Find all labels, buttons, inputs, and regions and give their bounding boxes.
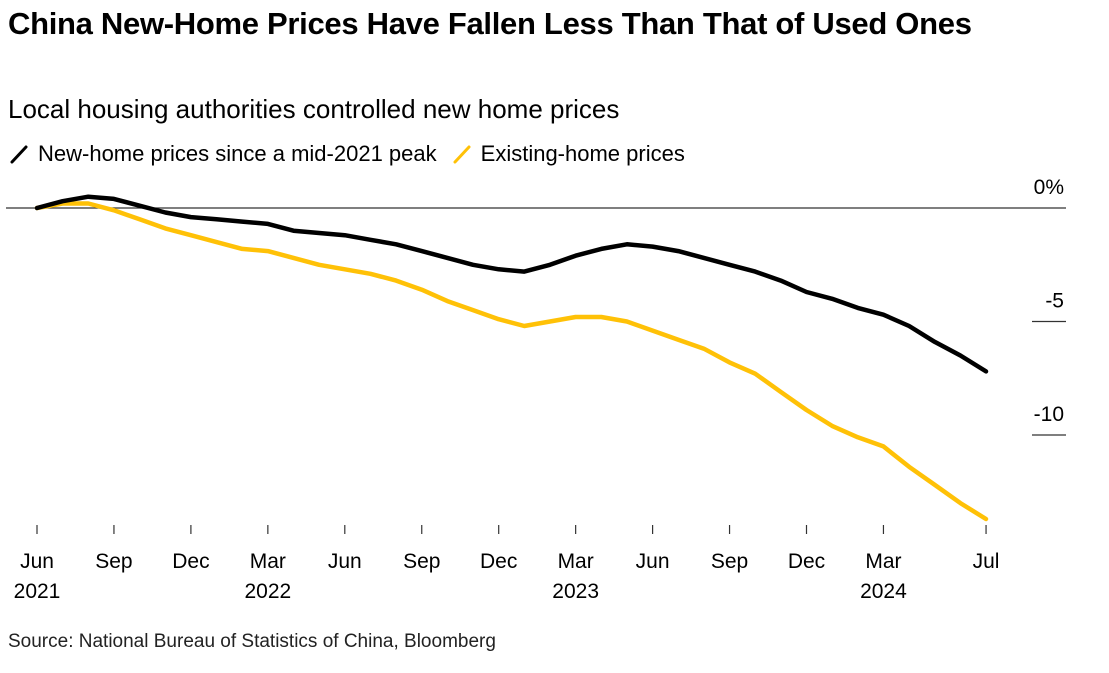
x-tick-label: Sep bbox=[403, 550, 440, 573]
x-tick-label: Dec bbox=[480, 550, 517, 573]
legend-item-new-home: New-home prices since a mid-2021 peak bbox=[8, 139, 437, 169]
x-tick-label: Sep bbox=[711, 550, 748, 573]
x-tick-label: Sep bbox=[95, 550, 132, 573]
y-tick-label: -5 bbox=[1045, 290, 1064, 313]
x-tick-label: Jun bbox=[20, 550, 54, 573]
legend-item-existing-home: Existing-home prices bbox=[451, 139, 685, 169]
slash-line-icon bbox=[10, 145, 28, 164]
x-tick-year-label: 2023 bbox=[552, 580, 599, 603]
x-tick-label: Mar bbox=[865, 550, 901, 573]
chart-title: China New-Home Prices Have Fallen Less T… bbox=[8, 6, 972, 41]
legend-label-new-home: New-home prices since a mid-2021 peak bbox=[38, 141, 437, 166]
series-line-new-home bbox=[34, 194, 989, 374]
x-axis: Jun 2021 Sep Dec Mar 2022 Jun Sep Dec Mar 2023 Jun S… bbox=[14, 525, 1000, 603]
x-tick-label: Mar bbox=[250, 550, 286, 573]
x-tick-label: Dec bbox=[788, 550, 825, 573]
y-tick-label: -10 bbox=[1034, 403, 1064, 426]
x-tick-label: Jul bbox=[973, 550, 1000, 573]
series-line-existing-home bbox=[34, 201, 989, 522]
x-tick-year-label: 2024 bbox=[860, 580, 907, 603]
x-tick-year-label: 2021 bbox=[14, 580, 61, 603]
x-tick-label: Mar bbox=[558, 550, 594, 573]
x-tick-year-label: 2022 bbox=[244, 580, 291, 603]
x-tick-label: Jun bbox=[328, 550, 362, 573]
y-tick-label: 0% bbox=[1034, 176, 1064, 199]
legend: New-home prices since a mid-2021 peak Ex… bbox=[8, 139, 699, 169]
y-axis: 0% -5 -10 bbox=[6, 176, 1066, 436]
legend-label-existing-home: Existing-home prices bbox=[480, 141, 685, 166]
x-tick-label: Dec bbox=[172, 550, 209, 573]
x-tick-label: Jun bbox=[636, 550, 670, 573]
source-note: Source: National Bureau of Statistics of… bbox=[8, 631, 496, 652]
series-layer bbox=[34, 194, 989, 522]
slash-line-icon bbox=[453, 145, 471, 164]
chart-subtitle: Local housing authorities controlled new… bbox=[8, 94, 620, 124]
